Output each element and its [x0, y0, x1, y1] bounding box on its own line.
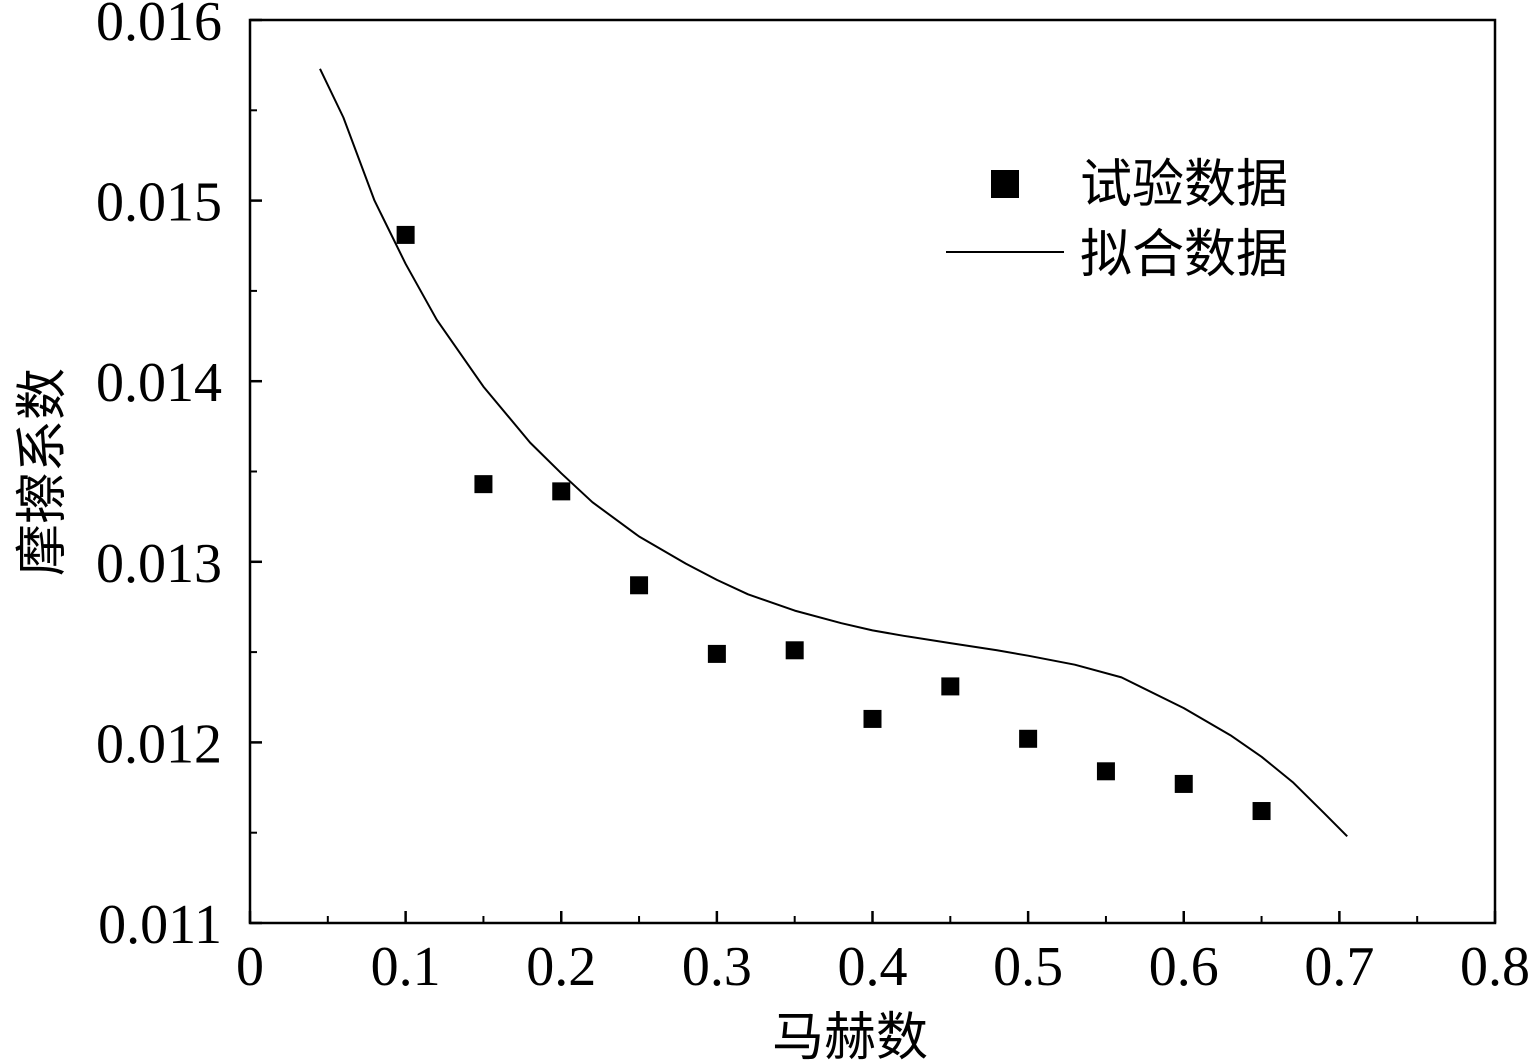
data-point: [785, 641, 804, 660]
x-tick-label: 0.3: [682, 936, 752, 998]
fit-line-series: [319, 68, 1348, 838]
legend-label-test-data: 试验数据: [1080, 155, 1288, 215]
y-tick-label: 0.012: [96, 713, 222, 775]
x-tick-label: 0.7: [1304, 936, 1374, 998]
data-point: [863, 709, 882, 728]
x-tick-label: 0.5: [993, 936, 1063, 998]
data-point: [1019, 729, 1038, 748]
data-point: [707, 644, 726, 663]
data-point: [630, 576, 649, 595]
x-tick-label: 0: [236, 936, 264, 998]
x-tick-labels: 0 0.1 0.2 0.3 0.4 0.5 0.6 0.7 0.8: [236, 936, 1530, 998]
y-tick-label: 0.015: [96, 172, 222, 234]
x-tick-label: 0.4: [838, 936, 908, 998]
data-point: [1096, 762, 1115, 781]
test-data-series: [396, 225, 1271, 821]
legend-label-fit-data: 拟合数据: [1080, 225, 1288, 285]
y-tick-label: 0.014: [96, 352, 222, 414]
data-point: [941, 677, 960, 696]
y-tick-labels: 0.011 0.012 0.013 0.014 0.015 0.016: [96, 0, 222, 956]
y-tick-label: 0.011: [98, 894, 222, 956]
legend: 试验数据 拟合数据: [946, 155, 1288, 285]
plot-frame: [248, 18, 1497, 925]
data-point: [396, 225, 415, 244]
data-point: [552, 482, 571, 501]
y-tick-label: 0.013: [96, 533, 222, 595]
fit-line: [319, 68, 1348, 838]
axis-ticks: [248, 18, 1497, 925]
data-point: [1252, 802, 1271, 821]
x-axis-title: 马赫数: [772, 1008, 928, 1063]
x-tick-label: 0.8: [1460, 936, 1530, 998]
x-tick-label: 0.1: [371, 936, 441, 998]
legend-marker-square: [991, 170, 1019, 198]
y-axis-title: 摩擦系数: [13, 368, 73, 576]
data-point: [1174, 774, 1193, 793]
x-tick-label: 0.6: [1149, 936, 1219, 998]
y-tick-label: 0.016: [96, 0, 222, 53]
data-point: [474, 475, 493, 494]
x-tick-label: 0.2: [526, 936, 596, 998]
